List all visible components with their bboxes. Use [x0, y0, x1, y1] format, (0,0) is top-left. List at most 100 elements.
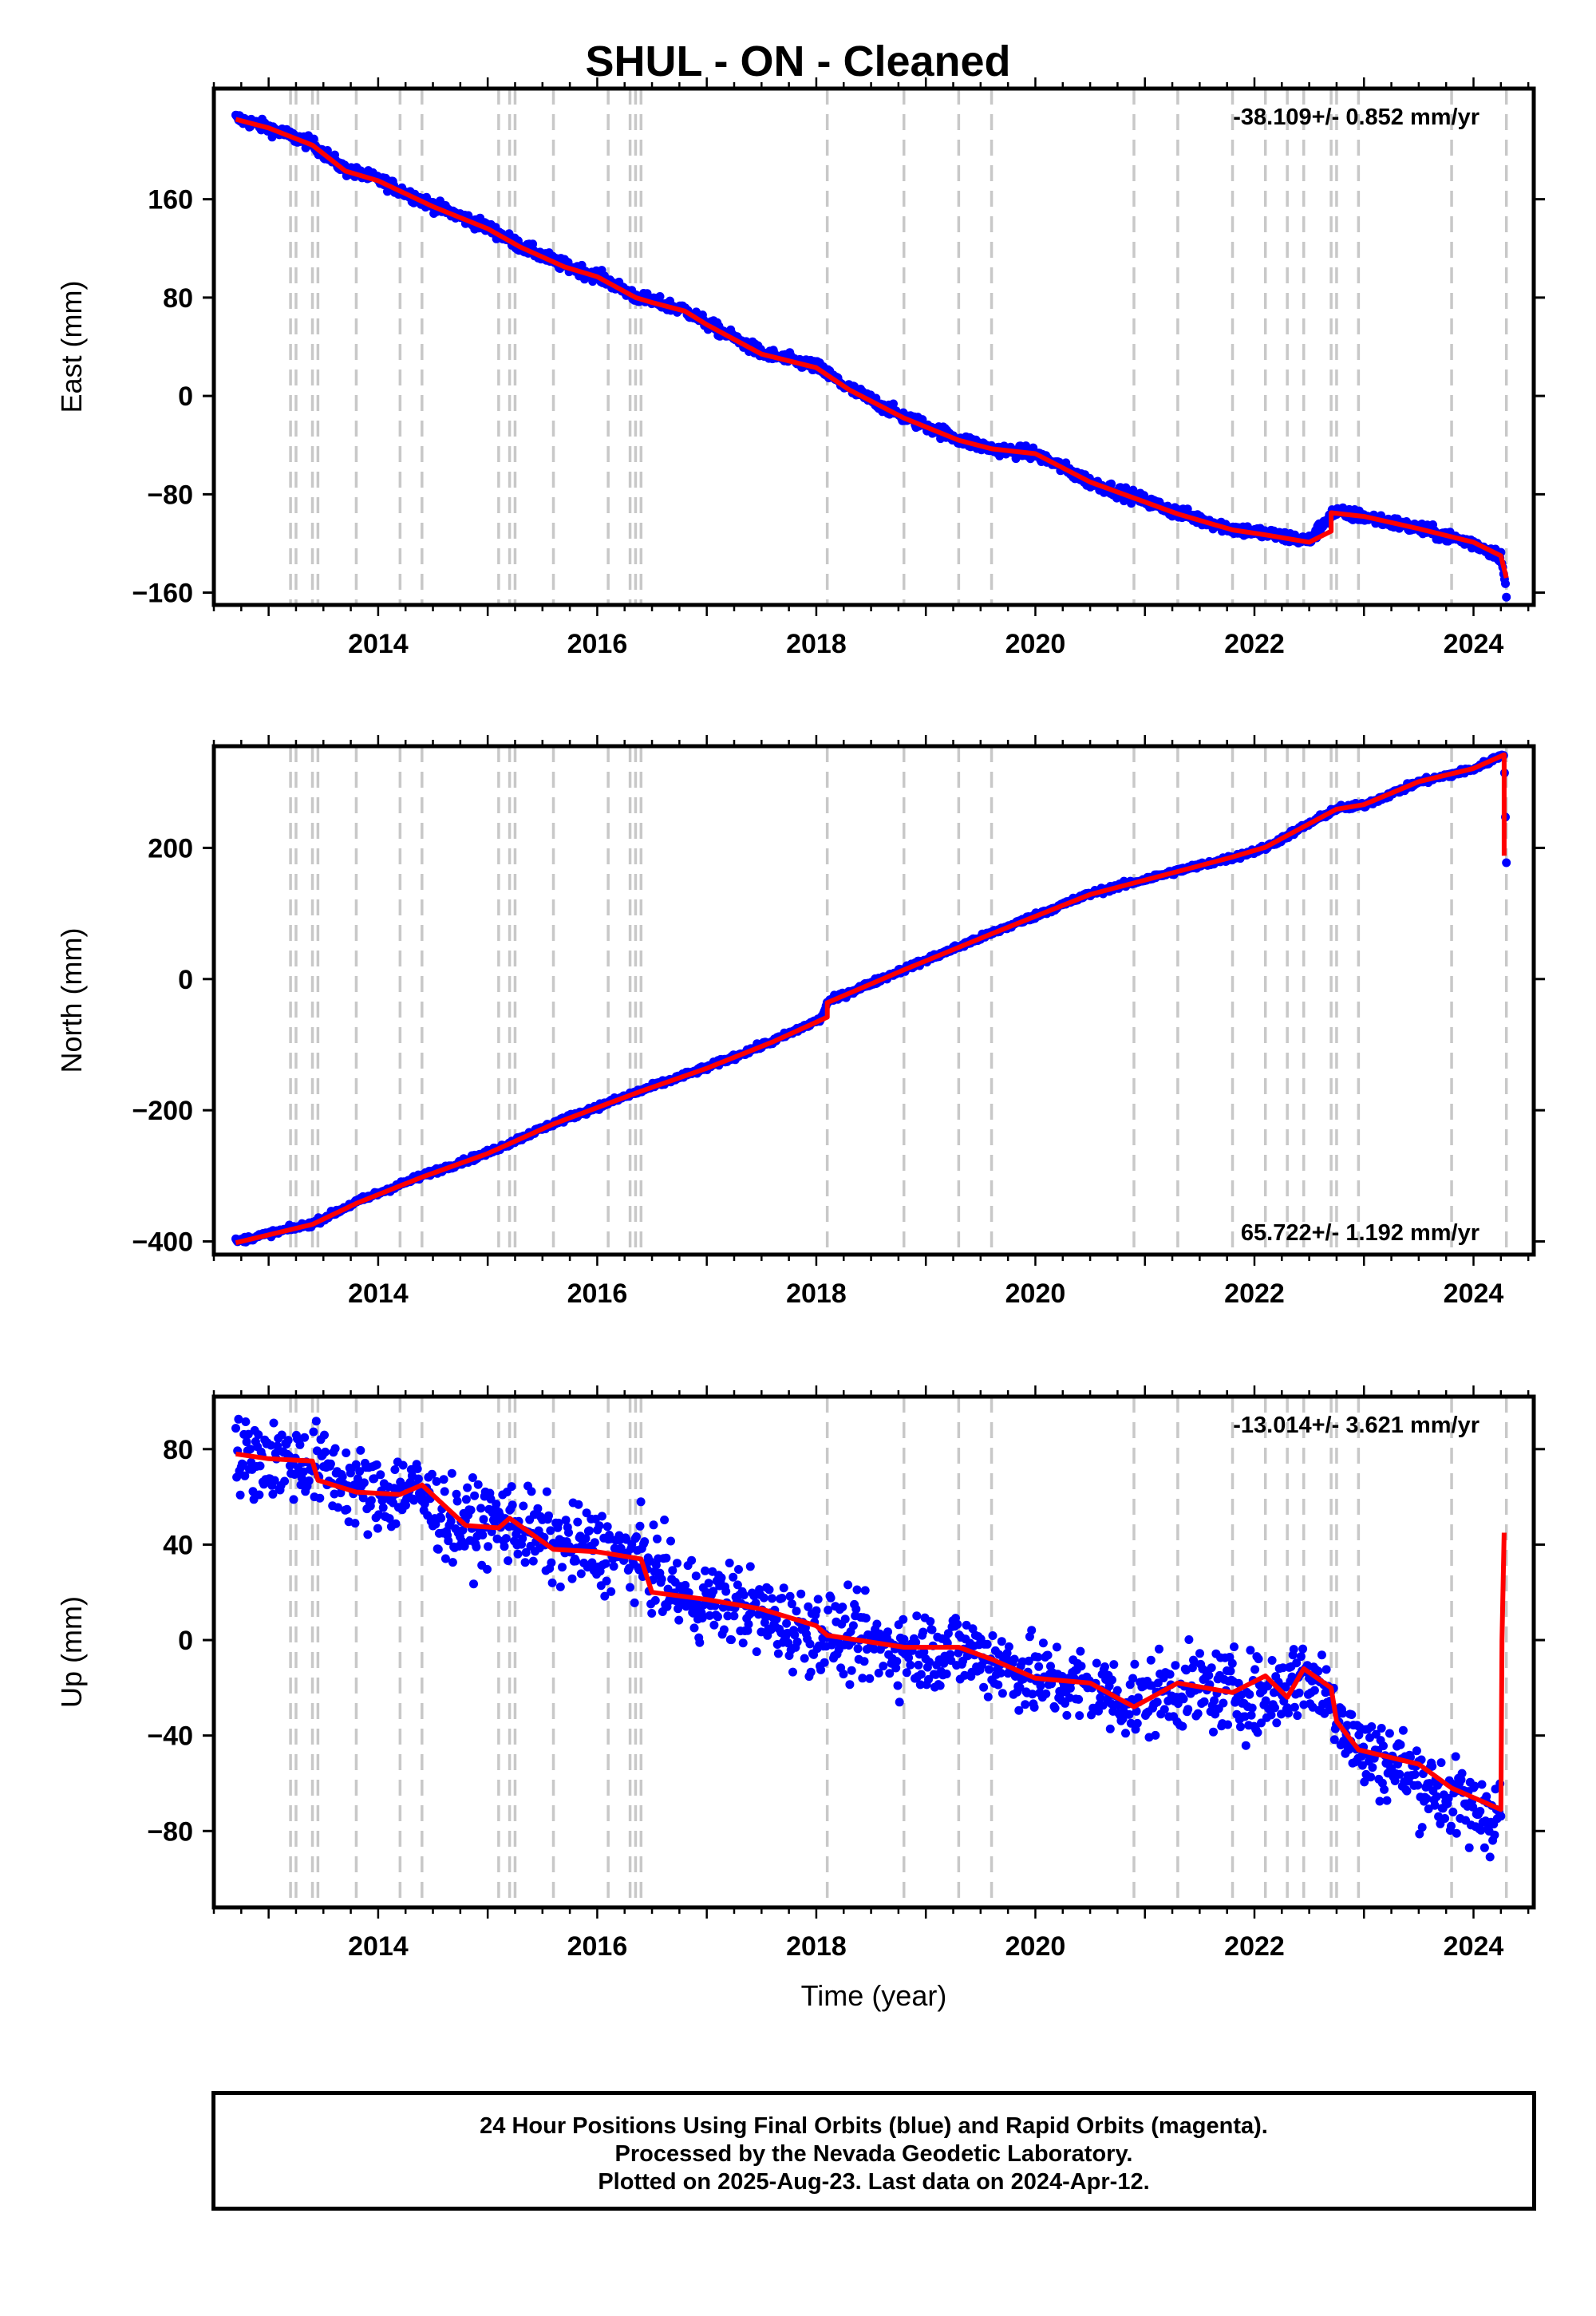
- observation-point: [448, 1558, 457, 1567]
- observation-point: [1109, 1660, 1119, 1670]
- observation-point: [1043, 1650, 1053, 1660]
- observation-point: [691, 1571, 701, 1581]
- figure-title: SHUL - ON - Cleaned: [585, 38, 1011, 85]
- observation-point: [861, 1614, 871, 1623]
- observation-point: [953, 1619, 962, 1629]
- observation-point: [1452, 1828, 1461, 1838]
- x-tick-label: 2020: [1005, 1279, 1066, 1309]
- observation-point: [1293, 1711, 1302, 1721]
- observation-point: [717, 1573, 726, 1583]
- observation-point: [533, 1504, 543, 1513]
- observation-point: [752, 1647, 761, 1657]
- observation-point: [796, 1589, 806, 1599]
- observation-point: [508, 1500, 517, 1510]
- observation-point: [1183, 504, 1192, 514]
- observation-point: [1377, 1724, 1386, 1733]
- observation-point: [1075, 1711, 1084, 1721]
- observation-point: [507, 1482, 516, 1492]
- observation-point: [1171, 1661, 1180, 1670]
- observation-point: [994, 1680, 1003, 1690]
- observation-point: [1112, 1686, 1122, 1695]
- observation-point: [916, 1670, 926, 1679]
- observation-point: [601, 1559, 610, 1568]
- observation-point: [1041, 1689, 1051, 1698]
- observation-point: [597, 1512, 606, 1521]
- observation-point: [1159, 1705, 1169, 1714]
- y-tick-label: 80: [163, 1435, 193, 1465]
- footer-line-1: 24 Hour Positions Using Final Orbits (bl…: [480, 2113, 1268, 2139]
- y-tick-label: 0: [178, 381, 193, 412]
- observation-point: [466, 1505, 476, 1515]
- observation-point: [595, 1521, 604, 1531]
- observation-point: [376, 1470, 385, 1480]
- observation-point: [626, 1583, 634, 1592]
- observation-point: [1447, 1821, 1456, 1831]
- observation-point: [606, 1587, 616, 1596]
- observation-point: [813, 1595, 823, 1604]
- observation-point: [1417, 1823, 1427, 1832]
- observation-point: [558, 1563, 567, 1572]
- observation-point: [1272, 1718, 1282, 1728]
- y-axis-label: North (mm): [55, 928, 88, 1073]
- observation-point: [567, 1574, 577, 1583]
- observation-point: [1062, 1710, 1072, 1720]
- observation-point: [1296, 1652, 1306, 1662]
- observation-point: [927, 1625, 937, 1634]
- observation-point: [1223, 1720, 1233, 1729]
- observation-point: [636, 1497, 646, 1507]
- observation-point: [391, 1519, 401, 1528]
- observation-point: [860, 1586, 870, 1595]
- observation-point: [469, 1579, 478, 1589]
- observation-point: [666, 1536, 675, 1546]
- observation-point: [320, 1430, 329, 1440]
- observation-point: [309, 134, 318, 144]
- observation-point: [1107, 479, 1116, 488]
- observation-point: [1368, 1763, 1377, 1773]
- observation-point: [547, 1558, 556, 1567]
- x-tick-label: 2020: [1005, 1931, 1066, 1962]
- observation-point: [1178, 1721, 1187, 1731]
- observation-point: [1092, 1658, 1101, 1668]
- observation-point: [1347, 1710, 1357, 1719]
- observation-point: [673, 1559, 681, 1568]
- observation-point: [439, 1475, 448, 1484]
- observation-point: [1402, 1786, 1412, 1796]
- observation-point: [573, 1517, 583, 1527]
- observation-point: [440, 1487, 449, 1496]
- footer-line-2: Processed by the Nevada Geodetic Laborat…: [614, 2141, 1133, 2167]
- observation-point: [1485, 1852, 1495, 1862]
- y-tick-label: −40: [147, 1721, 193, 1752]
- observation-point: [988, 1631, 998, 1640]
- observation-point: [1476, 1807, 1485, 1816]
- observation-point: [1155, 1644, 1163, 1654]
- observation-point: [1464, 1843, 1474, 1852]
- observation-point: [231, 1424, 240, 1433]
- observation-point: [1004, 1642, 1013, 1651]
- observation-point: [979, 1682, 989, 1692]
- observation-point: [1479, 1843, 1489, 1852]
- observation-point: [476, 1504, 486, 1513]
- observation-point: [1310, 1686, 1319, 1695]
- observation-point: [1204, 1670, 1214, 1680]
- observation-point: [1501, 579, 1510, 588]
- observation-point: [764, 1585, 774, 1595]
- observation-point: [1038, 1638, 1048, 1648]
- observation-point: [300, 1433, 310, 1442]
- observation-point: [1029, 1702, 1039, 1712]
- observation-point: [674, 1615, 684, 1625]
- observation-point: [800, 1654, 809, 1663]
- observation-point: [269, 1418, 279, 1428]
- x-tick-label: 2018: [786, 1279, 847, 1309]
- observation-point: [1254, 1654, 1263, 1664]
- observation-point: [547, 1578, 557, 1587]
- observation-point: [528, 1556, 538, 1566]
- x-tick-label: 2016: [567, 1279, 628, 1309]
- observation-point: [609, 1562, 618, 1571]
- observation-point: [704, 1579, 713, 1588]
- observation-point: [906, 1660, 915, 1670]
- rate-label: 65.722+/- 1.192 mm/yr: [1241, 1220, 1479, 1246]
- x-tick-label: 2016: [567, 1931, 628, 1962]
- observation-point: [413, 1474, 423, 1484]
- observation-point: [709, 1620, 719, 1630]
